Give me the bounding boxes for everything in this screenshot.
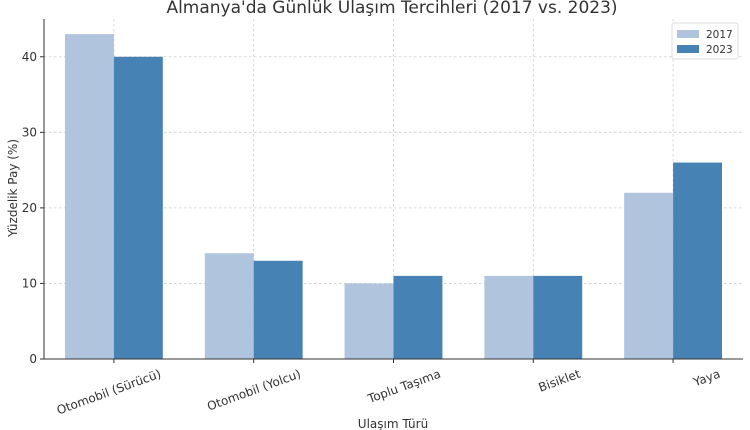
y-tick-label: 0 — [29, 352, 37, 366]
bar-2023 — [113, 56, 163, 360]
bar-2017 — [204, 253, 254, 359]
bar-2023 — [393, 275, 443, 359]
y-tick-label: 30 — [22, 125, 37, 139]
bar-2017 — [624, 192, 674, 359]
legend-label: 2017 — [706, 29, 733, 41]
bar-2023 — [253, 260, 303, 359]
y-tick-label: 20 — [22, 201, 37, 215]
bar-2023 — [673, 162, 723, 359]
chart-title: Almanya'da Günlük Ulaşım Tercihleri (201… — [166, 0, 617, 18]
bar-2023 — [533, 275, 583, 359]
x-tick-label: Otomobil (Sürücü) — [55, 367, 163, 418]
x-ticks: Otomobil (Sürücü) Otomobil (Yolcu) Toplu T… — [55, 359, 722, 417]
y-tick-label: 10 — [22, 276, 37, 290]
bar-2017 — [484, 275, 534, 359]
legend-label: 2023 — [706, 44, 733, 56]
x-tick-label: Toplu Taşıma — [365, 367, 442, 407]
x-tick-label: Yaya — [691, 367, 723, 390]
bar-2017 — [344, 283, 394, 359]
x-tick-label: Otomobil (Yolcu) — [205, 367, 302, 414]
x-tick-label: Bisiklet — [537, 367, 583, 395]
bars — [64, 34, 723, 360]
y-axis-label: Yüzdelik Pay (%) — [6, 139, 20, 238]
legend: 2017 2023 — [671, 22, 739, 60]
legend-swatch — [677, 45, 699, 53]
bar-2017 — [64, 34, 114, 359]
y-ticks: 0 10 20 30 40 — [22, 50, 44, 366]
x-axis-label: Ulaşım Türü — [358, 417, 428, 430]
y-tick-label: 40 — [22, 50, 37, 64]
legend-swatch — [677, 30, 699, 38]
